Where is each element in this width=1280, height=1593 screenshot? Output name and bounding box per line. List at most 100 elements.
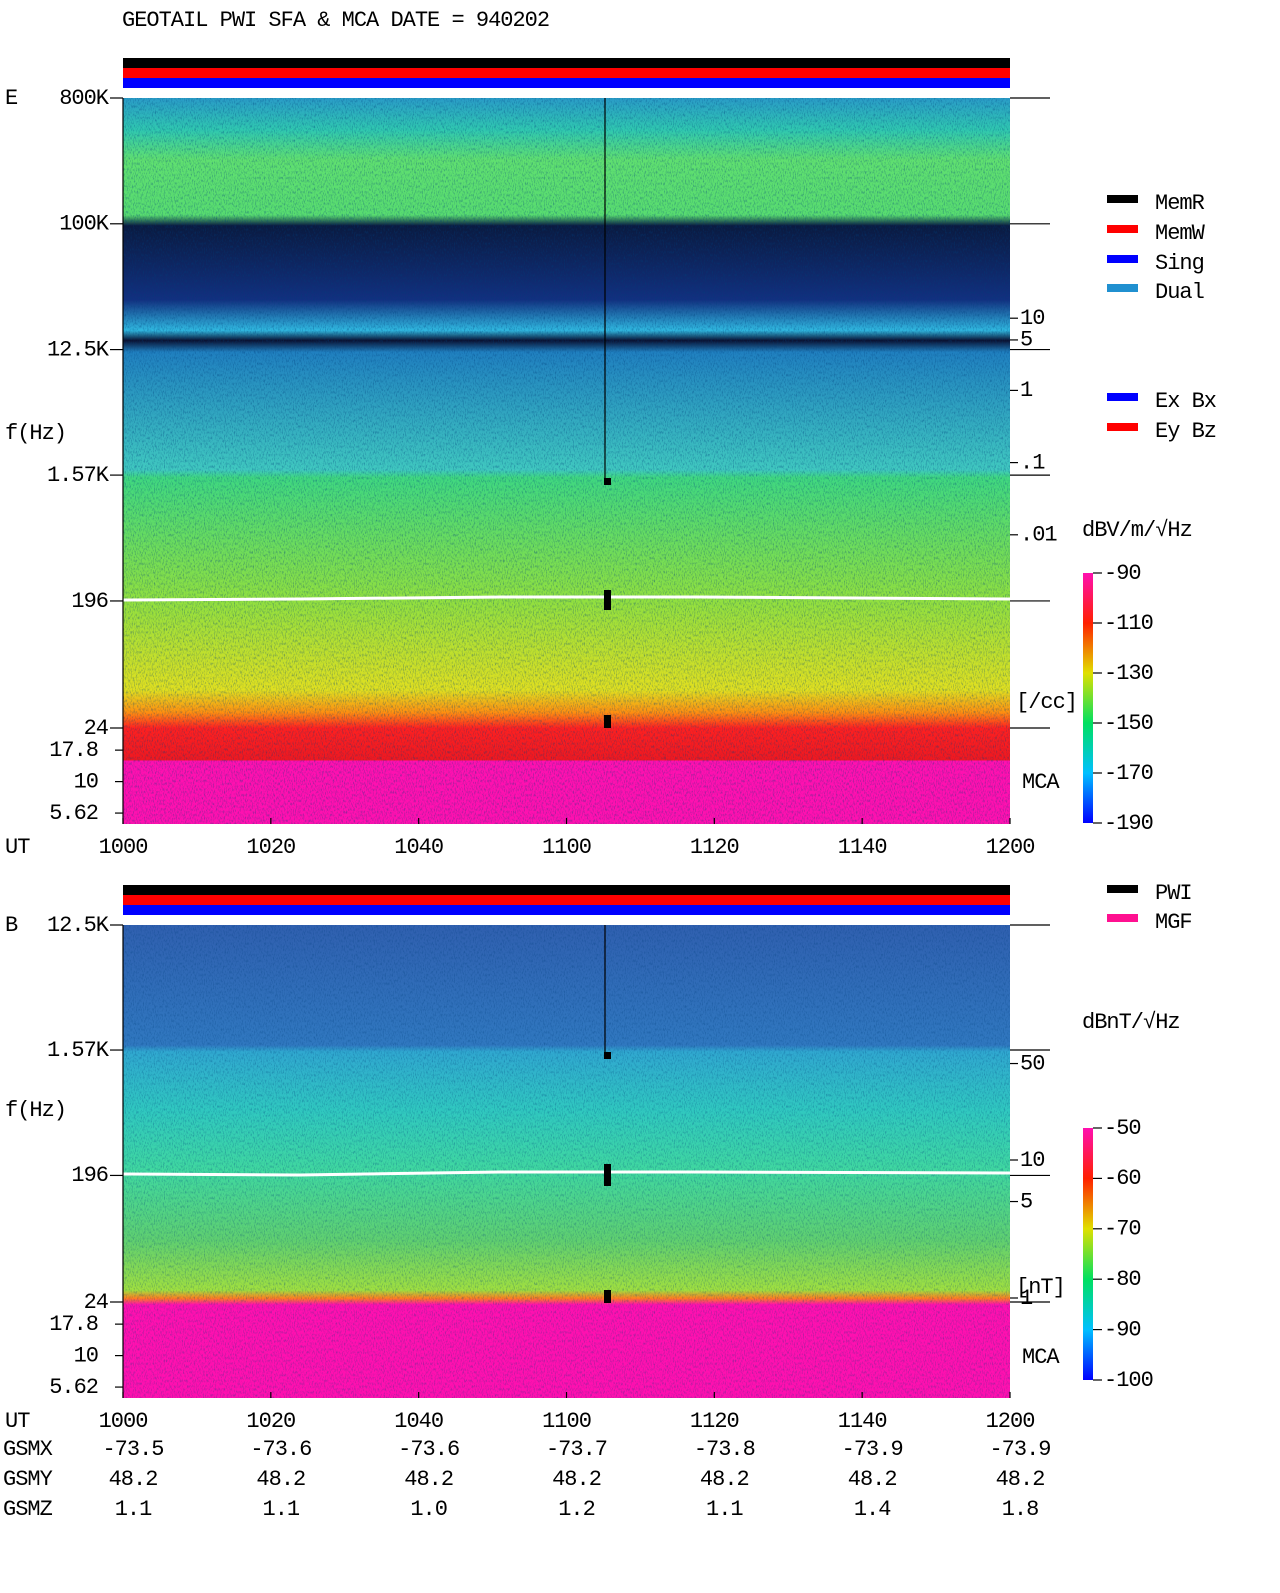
orbit-value: 48.2 (996, 1467, 1045, 1492)
orbit-value: 48.2 (404, 1467, 453, 1492)
orbit-label: GSMX (3, 1437, 53, 1462)
orbit-value: 1.4 (854, 1497, 891, 1522)
legend-swatch (1107, 423, 1138, 431)
mca-tick-label: 17.8 (49, 738, 98, 763)
marker (604, 478, 611, 485)
x-tick-label: 1020 (246, 835, 295, 860)
density-label: [nT] (1016, 1275, 1065, 1300)
x-tick-label: 1040 (394, 835, 443, 860)
colorbar-tick-label: -90 (1104, 1317, 1141, 1342)
colorbar-tick-label: -150 (1104, 711, 1153, 736)
orbit-value: -73.6 (398, 1437, 459, 1462)
orbit-value: 48.2 (848, 1467, 897, 1492)
y-tick-label: 12.5K (47, 337, 110, 362)
orbit-value: 1.2 (558, 1497, 595, 1522)
legend-swatch (1107, 284, 1138, 292)
legend-label: Dual (1155, 280, 1204, 305)
mca-label: MCA (1022, 1345, 1060, 1370)
mca-tick-label: 10 (74, 769, 98, 794)
x-tick-label: 1120 (690, 1409, 739, 1434)
legend-swatch (1107, 914, 1138, 922)
legend-label: PWI (1155, 881, 1192, 906)
orbit-label: GSMZ (3, 1497, 53, 1522)
density-tick-label: 5 (1020, 1189, 1032, 1214)
mca-tick-label: 5.62 (49, 1375, 98, 1400)
legend-label: MemR (1155, 191, 1205, 216)
density-tick-label: 10 (1020, 1148, 1044, 1173)
y-tick-label: 12.5K (47, 913, 110, 938)
colorbar-tick-label: -170 (1104, 761, 1153, 786)
y-tick-label: 196 (71, 589, 108, 614)
mca-label: MCA (1022, 770, 1060, 795)
density-label: [/cc] (1016, 690, 1077, 715)
colorbar-tick-label: -190 (1104, 811, 1153, 836)
gyro-line-b (122, 1170, 1011, 1177)
x-tick-label: 1000 (99, 835, 148, 860)
colorbar-tick-label: -130 (1104, 661, 1153, 686)
density-tick-label: 1 (1020, 1286, 1033, 1311)
marker (604, 1290, 611, 1303)
legend-label: Ey Bz (1155, 419, 1216, 444)
chart-title: GEOTAIL PWI SFA & MCA DATE = 940202 (122, 8, 549, 33)
marker (604, 590, 611, 610)
colorbar-tick-label: -80 (1104, 1267, 1141, 1292)
orbit-value: -73.9 (842, 1437, 903, 1462)
orbit-value: 1.8 (1002, 1497, 1039, 1522)
orbit-value: 1.1 (706, 1497, 743, 1522)
x-tick-label: 1200 (986, 1409, 1035, 1434)
density-tick-label: 10 (1020, 306, 1044, 331)
colorbar-tick-label: -110 (1104, 611, 1153, 636)
x-tick-label: 1140 (838, 835, 887, 860)
status-bar (123, 78, 1010, 88)
spectrogram-b-texture (123, 925, 1010, 1398)
colorbar-label: dBV/m/√Hz (1082, 518, 1192, 543)
density-tick-label: .1 (1020, 450, 1045, 475)
status-bar (123, 905, 1010, 915)
legend-label: MemW (1155, 221, 1206, 246)
orbit-value: -73.9 (989, 1437, 1050, 1462)
legend-label: Ex Bx (1155, 389, 1217, 414)
orbit-value: 48.2 (109, 1467, 158, 1492)
x-tick-label: 1100 (542, 1409, 591, 1434)
y-axis-label: f(Hz) (5, 1098, 66, 1123)
orbit-label: GSMY (3, 1467, 53, 1492)
orbit-value: -73.7 (546, 1437, 607, 1462)
y-tick-label: 196 (71, 1163, 108, 1188)
mca-tick-label: 10 (74, 1343, 98, 1368)
x-tick-label: 1200 (986, 835, 1035, 860)
gyro-line-e (122, 595, 1011, 602)
orbit-value: -73.5 (102, 1437, 163, 1462)
x-tick-label: 1020 (246, 1409, 295, 1434)
orbit-value: -73.6 (250, 1437, 311, 1462)
colorbar (1083, 573, 1093, 823)
legend-swatch (1107, 885, 1138, 893)
y-tick-label: 24 (84, 716, 109, 741)
status-bar (123, 68, 1010, 78)
x-tick-label: 1140 (838, 1409, 887, 1434)
legend-swatch (1107, 393, 1138, 401)
x-tick-label: 1000 (99, 1409, 148, 1434)
y-tick-label: 100K (59, 212, 110, 237)
orbit-value: 48.2 (552, 1467, 601, 1492)
x-axis-label: UT (5, 835, 30, 860)
legend-swatch (1107, 225, 1138, 233)
colorbar-tick-label: -60 (1104, 1166, 1141, 1191)
orbit-value: 48.2 (700, 1467, 749, 1492)
colorbar-tick-label: -50 (1104, 1116, 1141, 1141)
marker (604, 715, 611, 728)
marker (604, 1052, 611, 1059)
y-tick-label: 1.57K (47, 463, 110, 488)
legend-swatch (1107, 255, 1138, 263)
orbit-value: 1.0 (410, 1497, 447, 1522)
colorbar-label: dBnT/√Hz (1082, 1010, 1180, 1035)
spectrogram-e-texture (123, 98, 1010, 824)
panel-label: B (5, 913, 18, 938)
status-bar (123, 895, 1010, 905)
legend-label: MGF (1155, 910, 1192, 935)
y-tick-label: 1.57K (47, 1038, 110, 1063)
x-tick-label: 1120 (690, 835, 739, 860)
y-tick-label: 24 (84, 1290, 109, 1315)
orbit-value: 1.1 (263, 1497, 300, 1522)
